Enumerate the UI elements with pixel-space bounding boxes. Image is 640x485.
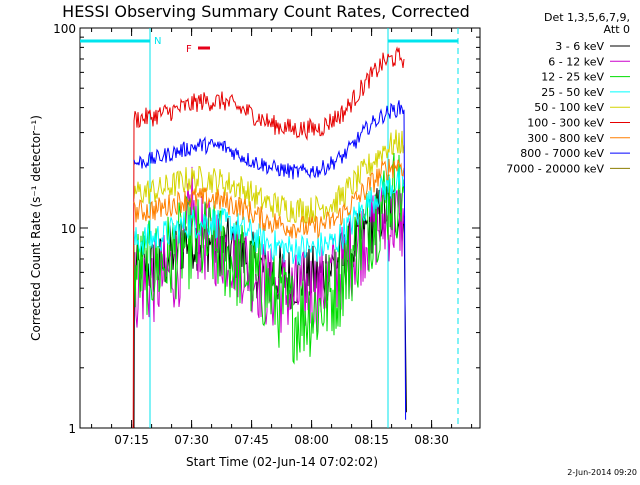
series-group xyxy=(132,46,407,429)
y-tick-label-0: 1 xyxy=(68,422,76,436)
series-line-3 xyxy=(133,165,405,266)
legend-label-1: 6 - 12 keV xyxy=(548,55,604,68)
x-tick-label-1: 07:30 xyxy=(174,433,209,447)
series-line-1 xyxy=(133,166,405,333)
legend-label-8: 7000 - 20000 keV xyxy=(506,162,604,175)
legend: Det 1,3,5,6,7,9,Att 03 - 6 keV 6 - 12 keV… xyxy=(506,11,630,175)
legend-header-line-1: Att 0 xyxy=(604,23,630,36)
legend-label-5: 100 - 300 keV xyxy=(527,117,604,130)
chart-title: HESSI Observing Summary Count Rates, Cor… xyxy=(62,2,470,21)
series-line-6 xyxy=(133,158,405,240)
series-line-4 xyxy=(133,129,405,224)
legend-label-3: 25 - 50 keV xyxy=(541,86,604,99)
plot-timestamp: 2-Jun-2014 09:20 xyxy=(567,468,637,477)
flare-marker-label: F xyxy=(186,44,192,55)
legend-label-6: 300 - 800 keV xyxy=(527,132,604,145)
series-line-7 xyxy=(133,100,407,420)
legend-label-4: 50 - 100 keV xyxy=(534,101,604,114)
x-tick-label-4: 08:15 xyxy=(354,433,389,447)
x-tick-label-5: 08:30 xyxy=(414,433,449,447)
x-axis-label: Start Time (02-Jun-14 07:02:02) xyxy=(186,455,378,469)
y-tick-label-1: 10 xyxy=(61,222,76,236)
legend-label-7: 800 - 7000 keV xyxy=(520,147,604,160)
axes: 07:15 07:30 07:45 08:00 08:15 08:30 1 10 100 xyxy=(53,22,480,447)
legend-label-0: 3 - 6 keV xyxy=(555,40,604,53)
y-tick-label-2: 100 xyxy=(53,22,76,36)
series-line-5 xyxy=(132,46,405,429)
night-flare-markers: NF xyxy=(80,28,459,428)
night-marker-label: N xyxy=(154,36,161,47)
y-axis-label: Corrected Count Rate (s⁻¹ detector⁻¹) xyxy=(29,115,43,341)
x-tick-label-2: 07:45 xyxy=(234,433,269,447)
legend-label-2: 12 - 25 keV xyxy=(541,71,604,84)
series-line-2 xyxy=(133,152,405,365)
legend-header-line-0: Det 1,3,5,6,7,9, xyxy=(544,11,630,24)
x-tick-label-0: 07:15 xyxy=(114,433,149,447)
x-tick-label-3: 08:00 xyxy=(294,433,329,447)
